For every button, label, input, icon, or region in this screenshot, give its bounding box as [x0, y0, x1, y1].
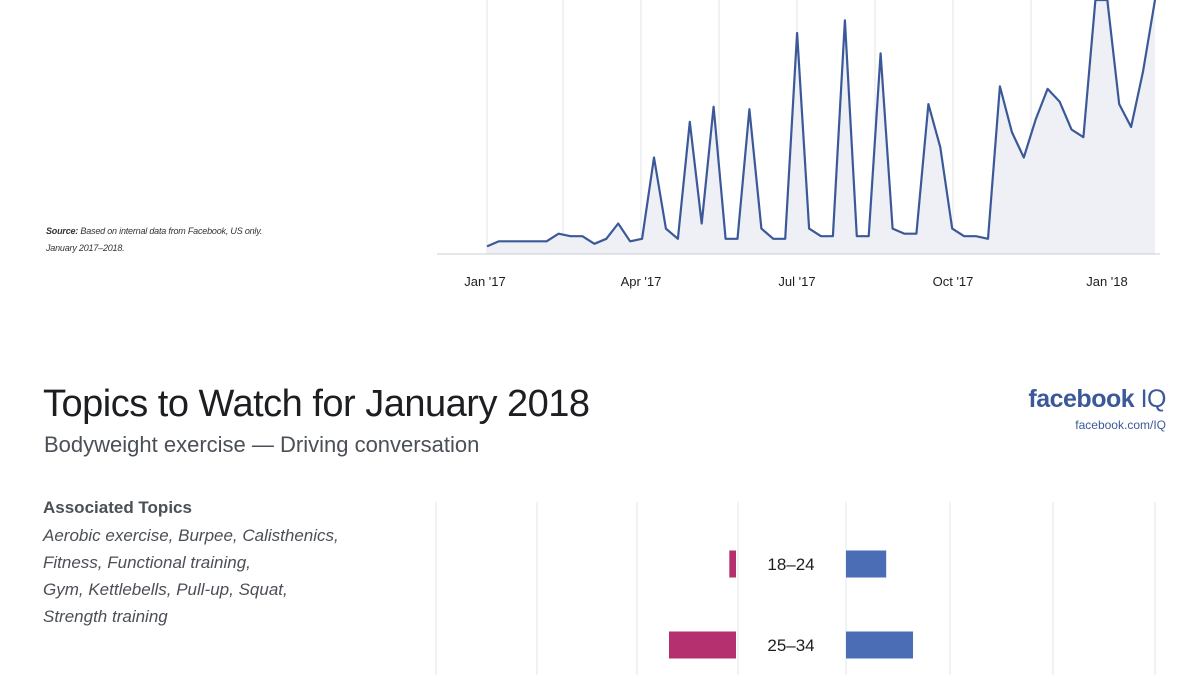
- bar-right: [846, 631, 913, 659]
- x-tick-label: Oct '17: [933, 274, 974, 289]
- associated-topics: Associated Topics Aerobic exercise, Burp…: [43, 498, 373, 630]
- topics-line: Fitness, Functional training,: [43, 553, 251, 572]
- trend-chart: Jan '17 Apr '17 Jul '17 Oct '17 Jan '18: [437, 0, 1160, 289]
- trend-line: [486, 0, 1157, 248]
- x-tick-label: Jan '18: [1086, 274, 1128, 289]
- source-period: January 2017–2018.: [46, 243, 125, 253]
- x-tick-label: Apr '17: [621, 274, 662, 289]
- x-tick-label: Jan '17: [464, 274, 506, 289]
- category-label: 25–34: [767, 636, 814, 655]
- logo-iq-text: IQ: [1134, 385, 1167, 413]
- logo-facebook-text: facebook: [1028, 385, 1135, 413]
- page-subtitle: Bodyweight exercise — Driving conversati…: [44, 432, 480, 457]
- topics-line: Aerobic exercise, Burpee, Calisthenics,: [43, 526, 339, 545]
- page-title: Topics to Watch for January 2018: [43, 383, 590, 425]
- bar-left: [669, 631, 736, 659]
- associated-topics-list: Aerobic exercise, Burpee, Calisthenics, …: [43, 522, 373, 630]
- x-tick-label: Jul '17: [778, 274, 815, 289]
- topics-line: Gym, Kettlebells, Pull-up, Squat,: [43, 580, 288, 599]
- brand-url-link[interactable]: facebook.com/IQ: [1075, 418, 1166, 432]
- brand-block: facebook IQ facebook.com/IQ: [1028, 385, 1166, 432]
- source-text: Based on internal data from Facebook, US…: [80, 226, 263, 236]
- trend-area: [487, 0, 1155, 254]
- source-label: Source:: [46, 226, 79, 236]
- bar-right: [846, 550, 887, 578]
- facebook-iq-logo: facebook IQ: [1028, 385, 1166, 414]
- bar-left: [729, 550, 736, 578]
- category-label: 18–24: [767, 555, 814, 574]
- source-note: Source: Based on internal data from Face…: [46, 223, 346, 257]
- associated-topics-heading: Associated Topics: [43, 498, 192, 517]
- topics-line: Strength training: [43, 607, 168, 626]
